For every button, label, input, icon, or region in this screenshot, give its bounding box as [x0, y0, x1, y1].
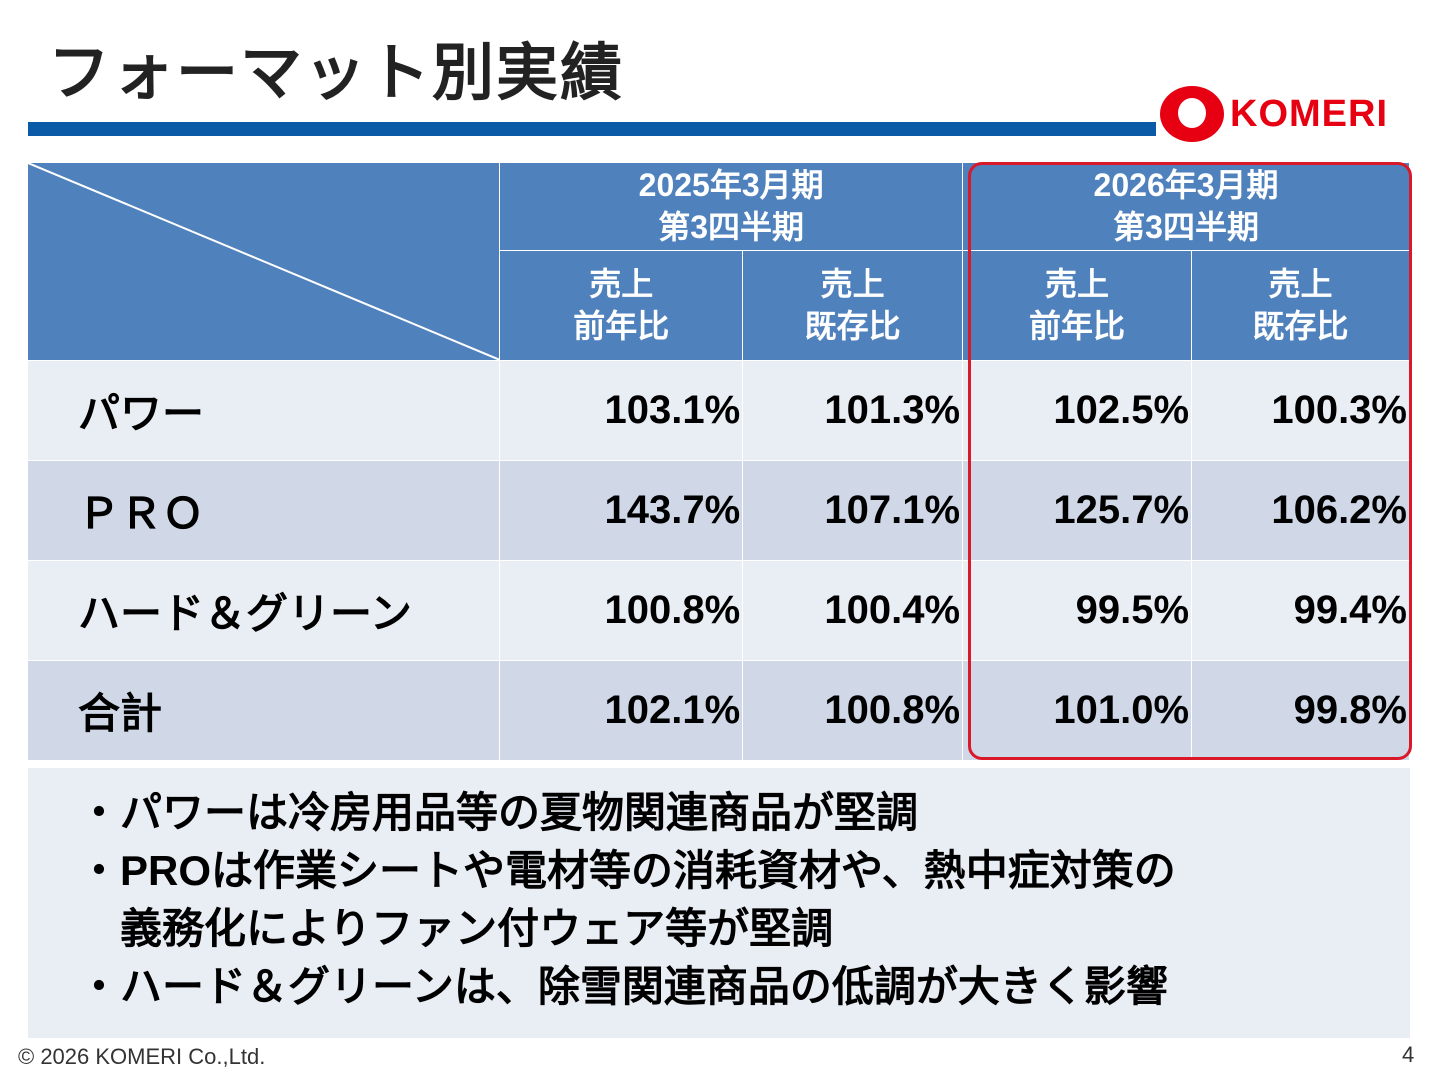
notes-box: ・パワーは冷房用品等の夏物関連商品が堅調 ・PROは作業シートや電材等の消耗資材… [28, 768, 1410, 1038]
cell: 99.5% [962, 560, 1193, 661]
cell: 100.3% [1191, 360, 1410, 461]
cell: 102.5% [962, 360, 1193, 461]
page-number: 4 [1402, 1042, 1415, 1067]
copyright: © 2026 KOMERI Co.,Ltd. [18, 1044, 266, 1069]
komeri-logo: KOMERI [1160, 86, 1388, 142]
cell: 100.8% [742, 660, 964, 761]
logo-text: KOMERI [1230, 92, 1388, 135]
cell: 101.3% [742, 360, 964, 461]
note: ・ハード＆グリーンは、除雪関連商品の低調が大きく影響 [78, 963, 1168, 1010]
cell: 99.4% [1191, 560, 1410, 661]
row-label: ハード＆グリーン [28, 560, 501, 661]
cell: 107.1% [742, 460, 964, 561]
page-title: フォーマット別実績 [48, 39, 625, 108]
diagonal-line [28, 163, 500, 360]
subheader: 売上 既存比 [742, 250, 964, 361]
subheader: 売上 既存比 [1191, 250, 1410, 361]
subheader: 売上 前年比 [499, 250, 744, 361]
format-results-table: 2025年3月期 第3四半期 2026年3月期 第3四半期 売上 前年比 売上 既存比 … [28, 163, 1410, 761]
subheader: 売上 前年比 [962, 250, 1193, 361]
cell: 101.0% [962, 660, 1193, 761]
row-label: パワー [28, 360, 501, 461]
table-row: ＰＲＯ 143.7% 107.1% 125.7% 106.2% [28, 460, 1410, 561]
corner-cell [28, 163, 501, 361]
highlight-box [968, 162, 1412, 760]
cell: 100.8% [499, 560, 744, 661]
table-row: ハード＆グリーン 100.8% 100.4% 99.5% 99.4% [28, 560, 1410, 661]
note: 義務化によりファン付ウェア等が堅調 [120, 905, 834, 952]
period-header: 2025年3月期 第3四半期 [499, 163, 964, 251]
table-row: パワー 103.1% 101.3% 102.5% 100.3% [28, 360, 1410, 461]
table-row: 合計 102.1% 100.8% 101.0% 99.8% [28, 660, 1410, 761]
cell: 102.1% [499, 660, 744, 761]
cell: 99.8% [1191, 660, 1410, 761]
row-label: ＰＲＯ [28, 460, 501, 561]
cell: 125.7% [962, 460, 1193, 561]
period-header: 2026年3月期 第3四半期 [962, 163, 1410, 251]
cell: 143.7% [499, 460, 744, 561]
cell: 103.1% [499, 360, 744, 461]
note: ・PROは作業シートや電材等の消耗資材や、熱中症対策の [78, 847, 1176, 894]
row-label: 合計 [28, 660, 501, 761]
note: ・パワーは冷房用品等の夏物関連商品が堅調 [78, 789, 919, 836]
rooster-icon [1160, 86, 1224, 142]
cell: 100.4% [742, 560, 964, 661]
title-underline [28, 122, 1156, 136]
cell: 106.2% [1191, 460, 1410, 561]
